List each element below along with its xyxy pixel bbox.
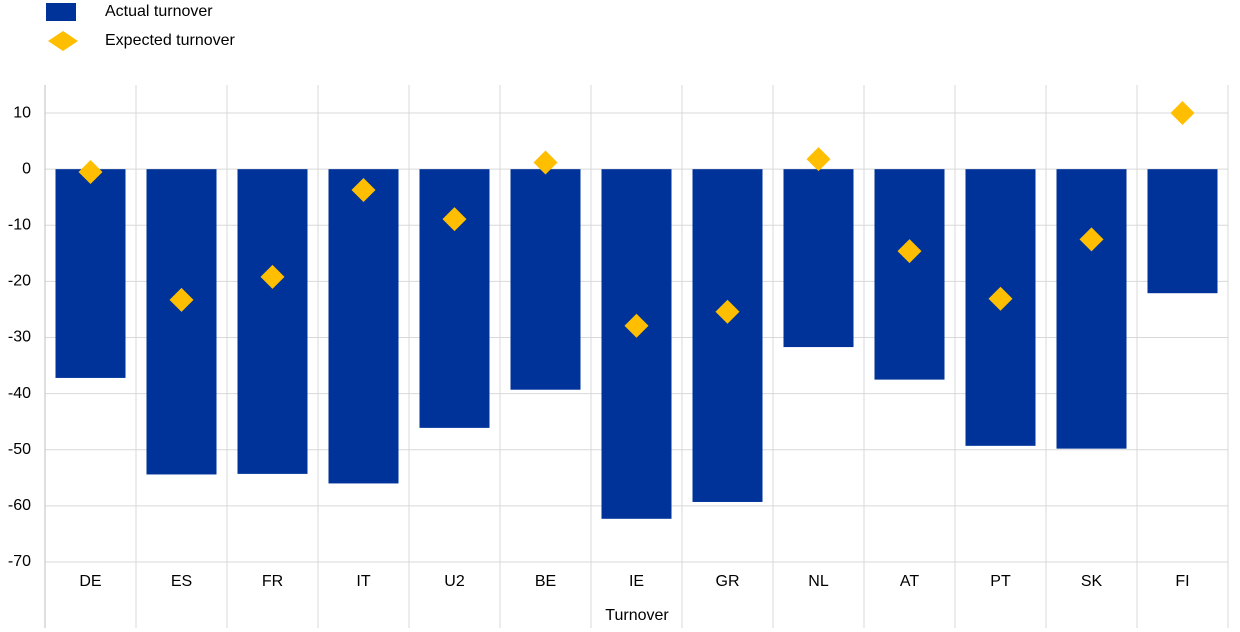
x-tick-label: PT [990,573,1011,590]
x-tick-label: NL [808,573,829,590]
diamond-marker [351,177,376,202]
diamond-marker [897,239,922,264]
x-tick-label: FI [1175,573,1189,590]
y-tick-label: 0 [22,160,31,177]
x-tick-label: DE [79,573,101,590]
x-tick-label: SK [1081,573,1103,590]
x-tick-label: IE [629,573,644,590]
bar [146,169,217,475]
legend-swatch [46,3,76,21]
bar [55,169,126,378]
bar [237,169,308,474]
diamond-marker [1170,101,1195,126]
x-tick-label: GR [716,573,740,590]
legend-swatch [48,31,78,51]
diamond-marker [1079,227,1104,252]
bar [692,169,763,502]
y-tick-label: -30 [8,329,31,346]
diamond-marker [169,287,194,312]
diamond-marker [988,286,1013,311]
x-tick-label: AT [900,573,919,590]
y-tick-label: -70 [8,553,31,570]
bar [874,169,945,380]
bar [1056,169,1127,449]
diamond-marker [260,264,285,289]
bar [601,169,672,519]
y-tick-label: -20 [8,273,31,290]
x-tick-label: IT [356,573,370,590]
diamond-marker [806,147,831,172]
diamond-marker [78,159,103,184]
x-tick-label: BE [535,573,556,590]
legend-label: Actual turnover [105,3,213,20]
diamond-marker [715,299,740,324]
x-axis-label: Turnover [605,607,669,624]
legend-label: Expected turnover [105,32,236,49]
diamond-marker [442,207,467,232]
bar [510,169,581,390]
diamond-marker [624,313,649,338]
y-tick-label: -60 [8,497,31,514]
bar [328,169,399,484]
bar [783,169,854,348]
y-tick-label: 10 [13,104,31,121]
x-tick-label: ES [171,573,192,590]
diamond-marker [533,150,558,175]
y-tick-label: -50 [8,441,31,458]
y-tick-label: -40 [8,385,31,402]
x-tick-label: FR [262,573,283,590]
x-tick-label: U2 [444,573,465,590]
y-tick-label: -10 [8,217,31,234]
bar [1147,169,1218,294]
